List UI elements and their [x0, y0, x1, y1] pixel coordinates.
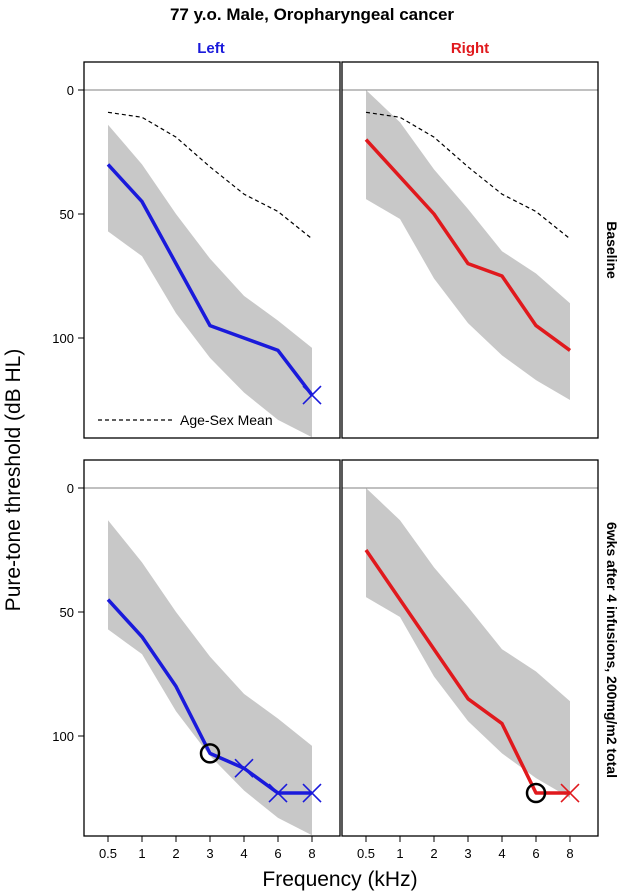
- x-tick-label-4: 4: [240, 846, 247, 861]
- x-tick-label-1: 1: [396, 846, 403, 861]
- panel-plot-area: [84, 89, 340, 438]
- normative-range-band: [108, 520, 312, 836]
- no-response-stroke-b: [268, 783, 288, 803]
- x-tick-label-6: 6: [532, 846, 539, 861]
- x-tick-label-8: 8: [566, 846, 573, 861]
- panels-group: Age-Sex Mean: [83, 61, 599, 837]
- no-response-marker: [302, 783, 322, 803]
- normative-range-band: [108, 124, 312, 438]
- x-tick-label-8: 8: [308, 846, 315, 861]
- x-axis-label: Frequency (kHz): [262, 868, 417, 891]
- x-tick-label-2: 2: [430, 846, 437, 861]
- y-tick-label-50: 50: [60, 605, 74, 620]
- column-title-right: Right: [451, 40, 489, 57]
- panel-plot-area: [342, 487, 598, 804]
- x-tick-label-3: 3: [206, 846, 213, 861]
- no-response-stroke-b: [560, 783, 580, 803]
- panel-baseline-right: [341, 61, 599, 439]
- y-tick-label-100: 100: [52, 729, 74, 744]
- y-ticks-group: 0 50 100 0 50 100: [52, 83, 84, 744]
- panel-followup-right: [341, 459, 599, 837]
- y-tick-label-0: 0: [67, 481, 74, 496]
- row-label-baseline: Baseline: [604, 221, 620, 279]
- y-tick-label-50: 50: [60, 207, 74, 222]
- chart-title: 77 y.o. Male, Oropharyngeal cancer: [170, 5, 454, 24]
- panel-frame: [341, 459, 599, 837]
- x-tick-label-6: 6: [274, 846, 281, 861]
- panel-plot-area: [342, 89, 598, 400]
- normative-range-band: [366, 488, 570, 798]
- x-tick-label-3: 3: [464, 846, 471, 861]
- x-tick-label-1: 1: [138, 846, 145, 861]
- no-response-marker: [302, 385, 322, 405]
- no-response-stroke-b: [302, 385, 322, 405]
- y-tick-label-100: 100: [52, 331, 74, 346]
- panel-frame: [83, 61, 341, 439]
- panel-baseline-left: Age-Sex Mean: [83, 61, 341, 439]
- x-tick-label-2: 2: [172, 846, 179, 861]
- panel-frame: [83, 459, 341, 837]
- row-label-followup: 6wks after 4 infusions, 200mg/m2 total: [604, 522, 620, 778]
- x-tick-label-0.5: 0.5: [357, 846, 375, 861]
- y-axis-label: Pure-tone threshold (dB HL): [2, 349, 25, 612]
- no-response-marker: [268, 783, 288, 803]
- no-response-stroke-b: [234, 758, 254, 778]
- no-response-marker: [234, 758, 254, 778]
- legend-label: Age-Sex Mean: [180, 412, 273, 428]
- x-tick-label-0.5: 0.5: [99, 846, 117, 861]
- x-tick-label-4: 4: [498, 846, 505, 861]
- panel-followup-left: [83, 459, 341, 837]
- normative-range-band: [366, 90, 570, 400]
- ototoxic-shift-marker: [199, 743, 221, 764]
- x-ticks-group: 0.5 1 2 3 4 6 8 0.5 1 2 3 4 6 8: [99, 836, 574, 861]
- column-title-left: Left: [197, 40, 225, 57]
- ototoxic-shift-marker: [525, 782, 547, 804]
- no-response-stroke-b: [302, 783, 322, 803]
- panel-plot-area: [84, 487, 340, 836]
- panel-frame: [341, 61, 599, 439]
- no-response-marker: [560, 783, 580, 803]
- y-tick-label-0: 0: [67, 83, 74, 98]
